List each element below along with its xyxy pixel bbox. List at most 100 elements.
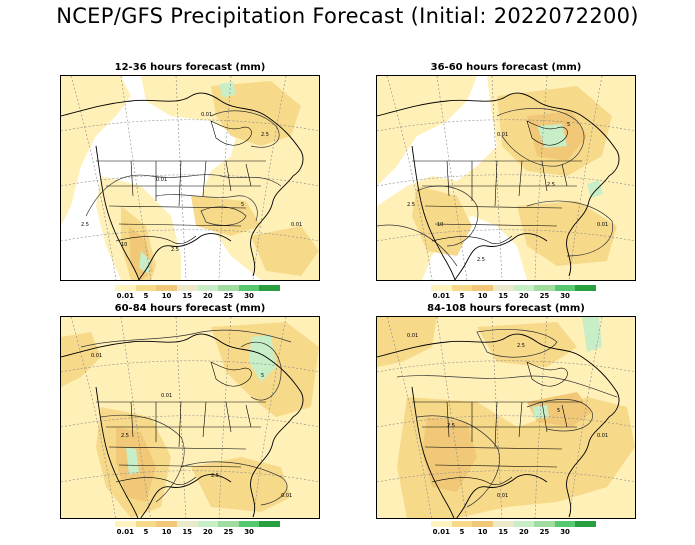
graticule-line [175, 317, 187, 518]
borders [96, 120, 266, 245]
colorbar-label: 25 [539, 528, 550, 536]
colorbar-swatch [156, 521, 177, 527]
colorbar-label: 25 [223, 528, 234, 536]
graticule-line [218, 76, 232, 280]
colorbar-swatch [451, 521, 473, 527]
forecast-panel-36-60: 36-60 hours forecast (mm) 2.5 0.01 5 2.5 10 0… [376, 62, 636, 307]
colorbar-swatch [115, 521, 136, 527]
colorbar-swatches [431, 521, 596, 527]
graticule [61, 76, 319, 280]
colorbar-label: 15 [182, 292, 193, 300]
precip-area [61, 332, 101, 387]
colorbar-swatch [156, 285, 177, 291]
borders [412, 120, 582, 245]
colorbar-label: 15 [498, 528, 509, 536]
colorbar-label: 20 [202, 528, 213, 536]
contour-label: 0.01 [161, 393, 172, 399]
graticule-line [377, 174, 635, 187]
precip-area [251, 226, 319, 276]
state-border [106, 426, 261, 468]
colorbar-label: 20 [518, 292, 529, 300]
precip-area [211, 81, 301, 146]
colorbar-swatch [534, 521, 555, 527]
precip-area [139, 251, 151, 274]
contour-label: 0.01 [281, 493, 292, 499]
panel-title: 36-60 hours forecast (mm) [430, 62, 582, 73]
colorbar-swatch [135, 521, 157, 527]
precip-area [219, 82, 236, 98]
colorbar-swatch [575, 521, 596, 527]
contour-label: 2.5 [517, 343, 525, 349]
contour-label: 10 [121, 242, 127, 248]
colorbar-swatches [115, 285, 280, 291]
colorbar-label: 30 [244, 528, 254, 536]
colorbar-swatch [197, 521, 219, 527]
graticule-line [175, 76, 187, 280]
graticule-line [534, 76, 548, 280]
colorbar-swatch [575, 285, 596, 291]
colorbar: 0.01 5 10 15 20 25 30 [115, 521, 280, 537]
coastline [61, 333, 304, 418]
graticule-line [61, 229, 319, 242]
precip-area [587, 180, 603, 198]
state-border [210, 120, 252, 146]
precip-area [61, 76, 131, 226]
colorbar: 0.01 5 10 15 20 25 30 [431, 285, 596, 301]
contour-label: 5 [261, 373, 264, 379]
colorbar-label: 5 [143, 528, 149, 536]
contour-label: 2.5 [211, 473, 219, 479]
colorbar-label: 10 [477, 292, 488, 300]
forecast-panel-60-84: 60-84 hours forecast (mm) 0.01 2.5 5 2.5 0.0… [60, 303, 320, 545]
coastline [454, 233, 548, 280]
contour-line [526, 399, 593, 432]
colorbar-swatch [534, 285, 555, 291]
coastline [250, 175, 294, 277]
colorbar-label: 20 [518, 528, 529, 536]
geography [377, 333, 620, 518]
colorbar-label: 25 [223, 292, 234, 300]
graticule-line [377, 119, 635, 132]
state-border [106, 185, 261, 227]
graticule-line [61, 119, 319, 132]
coastline [95, 386, 139, 518]
precip-area [422, 417, 477, 492]
colorbar-labels: 0.01 5 10 15 20 25 30 [431, 291, 596, 301]
state-border [422, 185, 577, 227]
graticule-line [61, 470, 319, 483]
contour-line [496, 108, 585, 167]
contour-line [180, 461, 288, 506]
coastline [411, 145, 456, 280]
coastline [377, 92, 620, 177]
contour-label: 2.5 [477, 257, 485, 263]
coastline [456, 474, 548, 518]
contour-line [80, 329, 292, 348]
colorbar-swatch [513, 521, 535, 527]
colorbar-label: 5 [459, 528, 465, 536]
panel-title: 60-84 hours forecast (mm) [114, 303, 266, 314]
graticule-line [377, 415, 635, 428]
coastline [61, 92, 304, 177]
precip-shading [377, 76, 635, 280]
contour-line [526, 200, 614, 257]
colorbar-labels: 0.01 5 10 15 20 25 30 [431, 527, 596, 537]
contour-label: 2.5 [121, 433, 129, 439]
colorbar-label: 10 [161, 528, 172, 536]
contour-label: 2.5 [447, 423, 455, 429]
contour-label: 5 [557, 408, 560, 414]
colorbar-label: 0.01 [432, 528, 450, 536]
colorbar-swatch [197, 285, 219, 291]
contour-line [416, 415, 500, 508]
panel-title: 12-36 hours forecast (mm) [114, 62, 266, 73]
colorbar-swatch [431, 521, 452, 527]
colorbar-swatch [513, 285, 535, 291]
contour-line [155, 194, 258, 222]
colorbar-swatch [238, 285, 260, 291]
coastline [566, 175, 610, 277]
graticule-line [70, 76, 117, 280]
colorbar-swatches [431, 285, 596, 291]
state-border [431, 476, 513, 486]
graticule-line [534, 317, 548, 518]
contour-label: 2.5 [407, 202, 415, 208]
graticule-line [491, 76, 503, 280]
borders [96, 361, 266, 486]
